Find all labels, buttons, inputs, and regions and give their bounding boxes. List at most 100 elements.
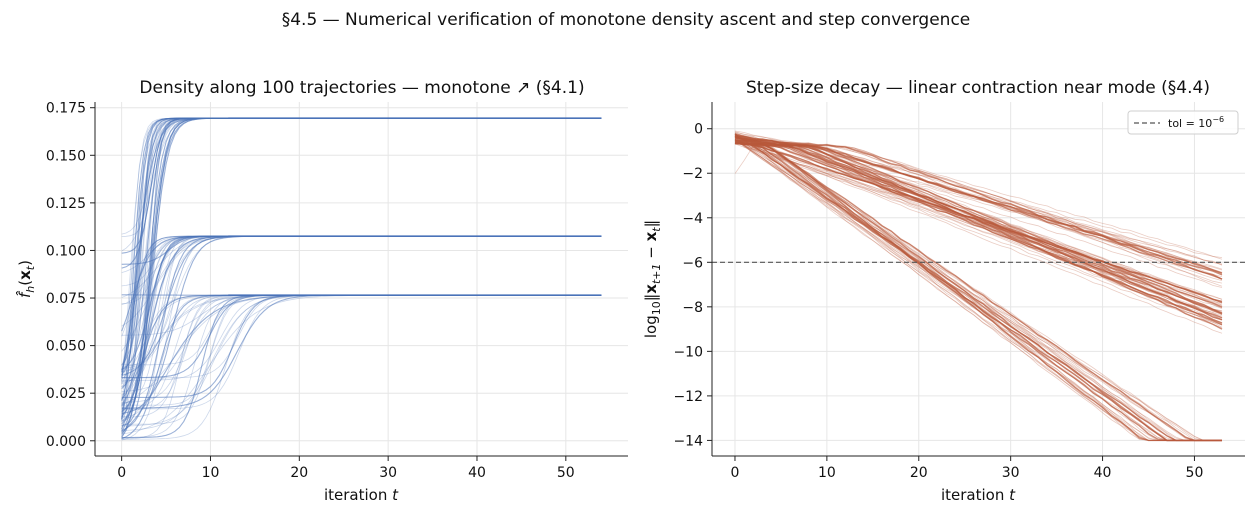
- step-size-chart-title: Step-size decay — linear contraction nea…: [746, 78, 1210, 98]
- density-trajectory-line: [122, 295, 602, 437]
- step-size-y-label: log10‖xt+1 − xt‖: [642, 220, 663, 338]
- density-trajectory-line: [122, 118, 602, 430]
- density-trajectory-line: [122, 295, 602, 433]
- density-x-label: iteration t: [324, 486, 399, 504]
- density-trajectory-line: [122, 118, 602, 437]
- density-trajectory-line: [122, 118, 602, 388]
- density-x-tick-label: 0: [117, 465, 126, 481]
- step-size-trajectory-line: [735, 144, 1222, 258]
- step-size-y-tick-label: −10: [673, 344, 703, 360]
- density-y-tick-label: 0.100: [46, 243, 86, 259]
- density-trajectory-line: [122, 236, 602, 367]
- density-trajectory-line: [122, 236, 602, 304]
- density-trajectory-line: [122, 118, 602, 374]
- density-y-tick-label: 0.175: [46, 101, 86, 117]
- density-x-tick-label: 40: [468, 465, 486, 481]
- density-trajectory-line: [122, 236, 602, 383]
- density-trajectory-line: [122, 295, 602, 408]
- density-trajectory-line: [122, 236, 602, 413]
- step-size-y-tick-label: −4: [682, 211, 703, 227]
- density-x-tick-label: 20: [290, 465, 308, 481]
- step-size-trajectory-line: [735, 141, 1222, 306]
- density-trajectory-line: [122, 118, 602, 420]
- step-size-y-tick-label: −8: [682, 300, 703, 316]
- density-trajectory-line: [122, 236, 602, 351]
- density-trajectory-line: [122, 118, 602, 407]
- density-trajectories: [122, 118, 602, 440]
- density-trajectory-line: [122, 118, 602, 395]
- density-trajectory-line: [122, 236, 602, 412]
- density-y-tick-label: 0.000: [46, 434, 86, 450]
- density-trajectory-line: [122, 118, 602, 434]
- step-size-x-tick-label: 20: [910, 465, 928, 481]
- step-size-legend: tol = 10−6: [1128, 111, 1238, 134]
- density-trajectory-line: [122, 236, 602, 436]
- density-chart: Density along 100 trajectories — monoton…: [15, 78, 628, 504]
- density-trajectory-line: [122, 295, 602, 402]
- density-trajectory-line: [122, 295, 602, 424]
- density-trajectory-line: [122, 118, 602, 236]
- density-trajectory-line: [122, 118, 602, 251]
- step-size-y-tick-label: −14: [673, 433, 703, 449]
- density-trajectory-line: [122, 118, 602, 421]
- density-trajectory-line: [122, 295, 602, 397]
- density-x-tick-label: 50: [557, 465, 575, 481]
- density-x-tick-label: 10: [202, 465, 220, 481]
- density-trajectory-line: [122, 118, 602, 421]
- density-y-label: f̂h(xt): [15, 260, 37, 298]
- density-trajectory-line: [122, 236, 602, 297]
- density-y-tick-label: 0.050: [46, 339, 86, 355]
- step-size-y-tick-label: −6: [682, 255, 703, 271]
- density-trajectory-line: [122, 236, 602, 440]
- density-trajectory-line: [122, 295, 602, 434]
- step-size-grid: [712, 102, 1245, 456]
- density-trajectory-line: [122, 295, 602, 417]
- density-trajectory-line: [122, 236, 602, 413]
- density-trajectory-line: [122, 118, 602, 418]
- step-size-trajectories: [735, 131, 1222, 440]
- density-trajectory-line: [122, 118, 602, 424]
- density-y-tick-label: 0.125: [46, 196, 86, 212]
- step-size-y-tick-label: −2: [682, 166, 703, 182]
- density-trajectory-line: [122, 295, 602, 409]
- density-trajectory-line: [122, 118, 602, 419]
- density-trajectory-line: [122, 236, 602, 366]
- step-size-x-tick-label: 0: [731, 465, 740, 481]
- density-trajectory-line: [122, 118, 602, 381]
- density-trajectory-line: [122, 236, 602, 336]
- density-y-tick-label: 0.150: [46, 148, 86, 164]
- step-size-x-tick-label: 50: [1186, 465, 1204, 481]
- density-trajectory-line: [122, 236, 602, 418]
- step-size-trajectory-line: [735, 137, 1222, 302]
- density-trajectory-line: [122, 118, 602, 268]
- density-trajectory-line: [122, 236, 602, 372]
- step-size-x-tick-label: 40: [1094, 465, 1112, 481]
- density-trajectory-line: [122, 118, 602, 384]
- density-trajectory-line: [122, 118, 602, 416]
- density-y-tick-label: 0.075: [46, 291, 86, 307]
- density-trajectory-line: [122, 118, 602, 438]
- step-size-x-label: iteration t: [941, 486, 1016, 504]
- step-size-x-tick-label: 10: [818, 465, 836, 481]
- step-size-chart: Step-size decay — linear contraction nea…: [642, 78, 1245, 504]
- density-trajectory-line: [122, 236, 602, 416]
- density-trajectory-line: [122, 118, 602, 234]
- step-size-y-tick-label: 0: [694, 122, 703, 138]
- step-size-x-tick-label: 30: [1002, 465, 1020, 481]
- density-trajectory-line: [122, 295, 602, 409]
- density-chart-title: Density along 100 trajectories — monoton…: [139, 78, 584, 98]
- density-y-tick-label: 0.025: [46, 386, 86, 402]
- density-trajectory-line: [122, 118, 602, 426]
- density-trajectory-line: [122, 118, 602, 408]
- figure-suptitle: §4.5 — Numerical verification of monoton…: [282, 10, 971, 30]
- density-x-tick-label: 30: [379, 465, 397, 481]
- density-trajectory-line: [122, 236, 602, 326]
- density-trajectory-line: [122, 118, 602, 414]
- density-trajectory-line: [122, 236, 602, 372]
- step-size-y-tick-label: −12: [673, 389, 703, 405]
- density-trajectory-line: [122, 236, 602, 372]
- density-trajectory-line: [122, 236, 602, 387]
- density-trajectory-line: [122, 118, 602, 253]
